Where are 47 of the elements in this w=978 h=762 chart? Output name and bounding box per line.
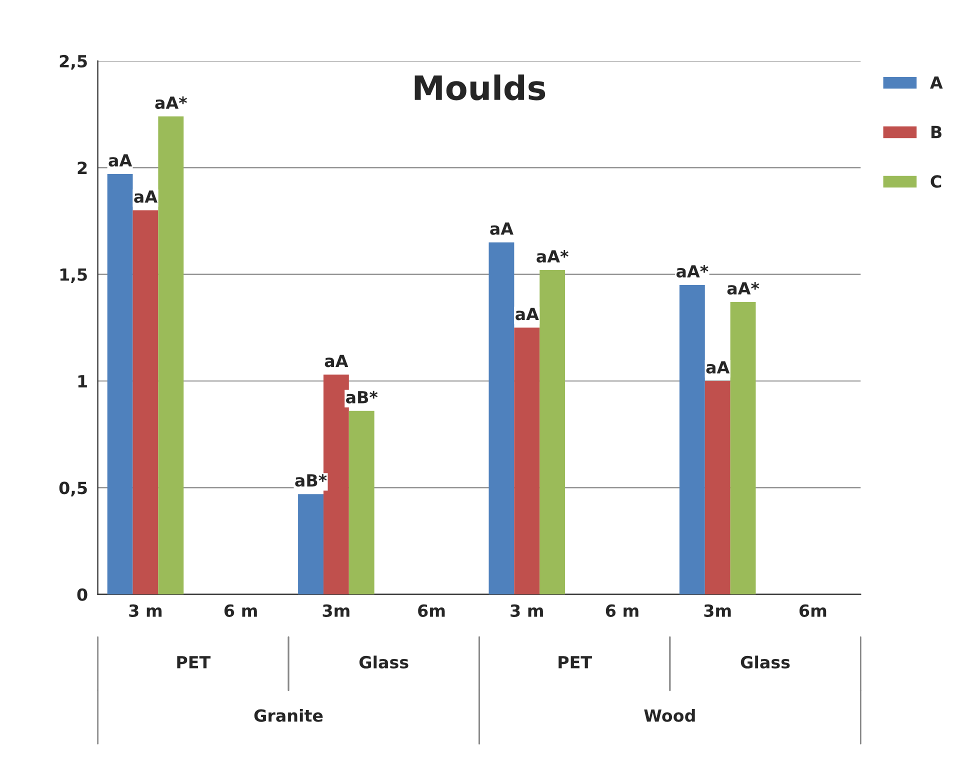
legend-label: B [931,126,942,138]
x-tick-label: 6 m [224,604,257,617]
bar [704,381,730,594]
y-tick-label: 2 [78,162,87,174]
data-label: aB* [346,390,378,404]
x-tick-label: 3 m [129,604,162,617]
data-label: aA [108,154,132,167]
y-tick-label: 2,5 [60,54,87,70]
x-tick-label: 3 m [510,604,543,617]
bar [298,494,324,594]
text: Glass [740,656,790,669]
data-label: aA* [536,250,568,263]
data-label: aA* [155,96,188,110]
bar [158,116,184,594]
data-label: aA [516,308,539,320]
text: Glass [359,656,408,669]
data-label: aA [324,354,348,368]
legend-label: A [930,76,943,89]
data-label: aA* [676,264,708,278]
bar [514,328,540,594]
data-label: aA [490,222,514,235]
legend-label: C [930,175,942,188]
data-label: aA* [727,282,760,295]
text: Granite [254,708,323,722]
bar [348,410,374,594]
chart-title: Moulds [414,74,546,100]
bar [488,242,514,594]
data-label: aB* [295,474,327,487]
text: PET [558,656,592,668]
bar [132,210,158,594]
y-tick-label: 1 [78,375,87,388]
data-label: aA [706,361,730,374]
text: Wood [644,708,695,722]
bar [730,302,756,594]
data-label: aA [134,190,158,203]
bar [540,270,566,594]
x-tick-label: 3m [322,604,350,617]
x-tick-label: 6m [418,604,445,617]
y-tick-label: 0 [77,588,88,601]
y-tick-label: 1,5 [60,268,87,284]
y-tick-label: 0,5 [59,482,87,496]
bar [107,174,133,594]
x-tick-label: 3m [704,604,731,617]
x-tick-label: 6m [800,604,826,617]
x-tick-label: 6 m [606,604,638,617]
text: PET [177,656,211,668]
bar [679,284,705,594]
